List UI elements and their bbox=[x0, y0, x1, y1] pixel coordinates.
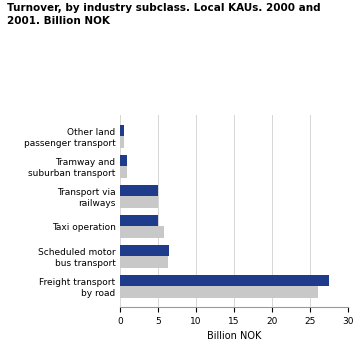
Bar bbox=[120, 196, 158, 208]
Bar bbox=[120, 155, 127, 166]
Bar bbox=[120, 136, 125, 148]
Bar bbox=[120, 125, 123, 136]
Bar bbox=[120, 185, 158, 196]
X-axis label: Billion NOK: Billion NOK bbox=[207, 332, 261, 341]
Text: Turnover, by industry subclass. Local KAUs. 2000 and
2001. Billion NOK: Turnover, by industry subclass. Local KA… bbox=[7, 3, 321, 26]
Bar bbox=[120, 256, 168, 268]
Bar bbox=[120, 286, 318, 297]
Bar bbox=[120, 166, 127, 178]
Bar bbox=[120, 226, 164, 238]
Bar bbox=[120, 275, 329, 286]
Bar bbox=[120, 215, 158, 226]
Bar bbox=[120, 245, 169, 256]
